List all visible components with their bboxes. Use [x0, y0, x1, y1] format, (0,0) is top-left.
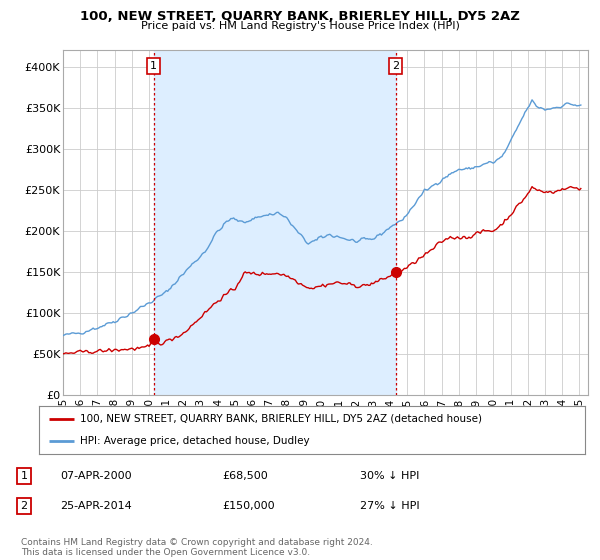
Text: 30% ↓ HPI: 30% ↓ HPI [360, 471, 419, 481]
Text: £150,000: £150,000 [222, 501, 275, 511]
Text: 25-APR-2014: 25-APR-2014 [60, 501, 132, 511]
Text: £68,500: £68,500 [222, 471, 268, 481]
Text: 2: 2 [20, 501, 28, 511]
Text: Contains HM Land Registry data © Crown copyright and database right 2024.
This d: Contains HM Land Registry data © Crown c… [21, 538, 373, 557]
Text: 27% ↓ HPI: 27% ↓ HPI [360, 501, 419, 511]
Text: 1: 1 [20, 471, 28, 481]
Text: 07-APR-2000: 07-APR-2000 [60, 471, 131, 481]
Text: 100, NEW STREET, QUARRY BANK, BRIERLEY HILL, DY5 2AZ (detached house): 100, NEW STREET, QUARRY BANK, BRIERLEY H… [80, 414, 482, 424]
Bar [154, 50, 395, 395]
Text: 2: 2 [392, 60, 399, 71]
Text: 1: 1 [150, 60, 157, 71]
Text: HPI: Average price, detached house, Dudley: HPI: Average price, detached house, Dudl… [80, 436, 310, 446]
Text: Price paid vs. HM Land Registry's House Price Index (HPI): Price paid vs. HM Land Registry's House … [140, 21, 460, 31]
Text: 100, NEW STREET, QUARRY BANK, BRIERLEY HILL, DY5 2AZ: 100, NEW STREET, QUARRY BANK, BRIERLEY H… [80, 10, 520, 23]
